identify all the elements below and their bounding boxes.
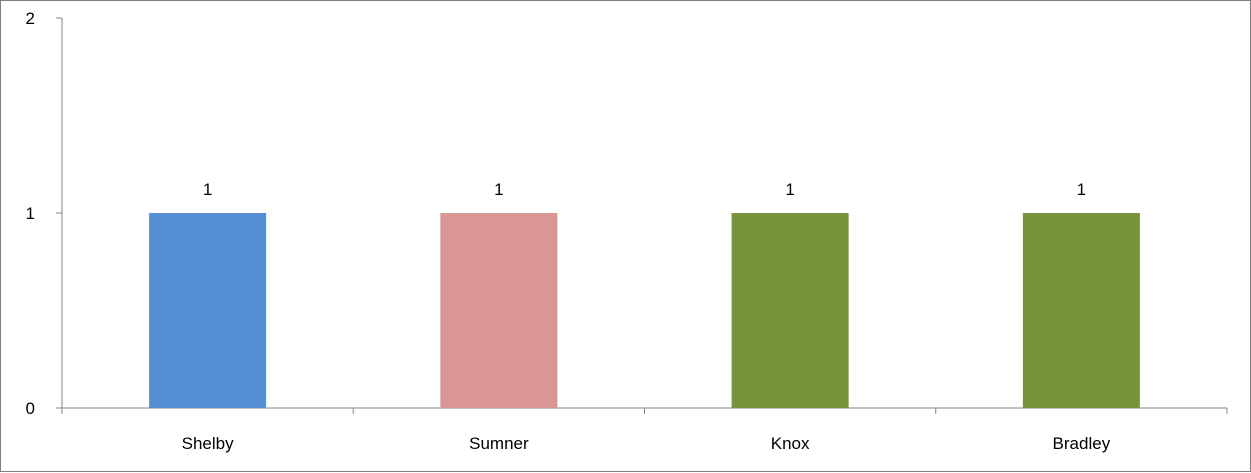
bars [149,213,1140,408]
y-tick-label: 0 [26,399,35,418]
bar-sumner [440,213,558,408]
bar-bradley [1022,213,1140,408]
y-axis: 0 1 2 [26,9,63,418]
data-label: 1 [203,180,212,199]
x-tick-label: Knox [771,434,810,453]
bar-shelby [149,213,267,408]
bar-knox [731,213,849,408]
data-label: 1 [785,180,794,199]
x-tick-label: Shelby [182,434,234,453]
data-label: 1 [1077,180,1086,199]
x-axis: Shelby Sumner Knox Bradley [61,407,1228,453]
y-tick-label: 1 [26,204,35,223]
x-tick-label: Bradley [1053,434,1111,453]
y-tick-label: 2 [26,9,35,28]
data-labels: 1 1 1 1 [203,180,1086,199]
data-label: 1 [494,180,503,199]
x-tick-label: Sumner [469,434,529,453]
